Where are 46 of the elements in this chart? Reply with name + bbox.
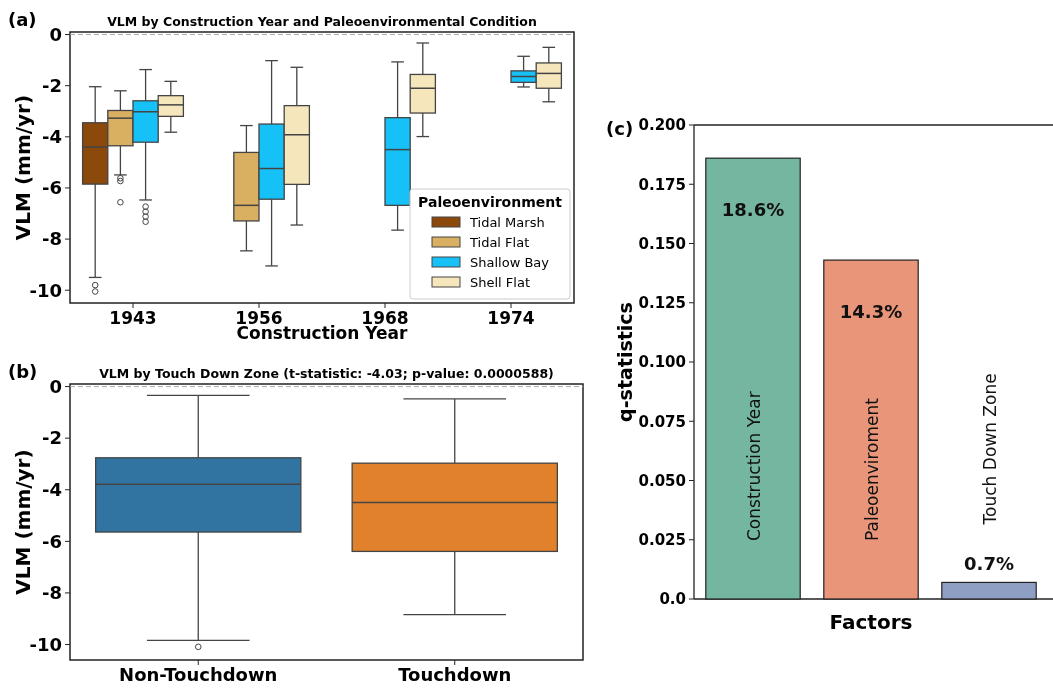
x-tick-label: Touch Down Zone: [980, 373, 1000, 526]
data-label: 14.3%: [839, 301, 903, 323]
y-tick-label: 0.075: [638, 412, 686, 431]
y-tick-label: 0.0: [659, 590, 686, 609]
x-tick-label: Touchdown: [398, 664, 512, 685]
text: (c): [606, 118, 634, 139]
y-tick-label: -4: [42, 126, 62, 148]
y-tick-label: -2: [42, 74, 62, 96]
x-tick-label: Non-Touchdown: [119, 664, 278, 685]
text: (a): [8, 9, 37, 30]
x-tick-label: Paleoenviroment: [862, 397, 882, 541]
y-tick-label: -6: [42, 177, 62, 199]
legend-title: Paleoenvironment: [418, 194, 563, 210]
x-tick-label: 1943: [109, 308, 157, 328]
legend-label: Shell Flat: [470, 275, 530, 290]
y-tick-label: 0.100: [638, 353, 686, 372]
text: (b): [8, 361, 38, 382]
y-tick-label: -2: [42, 427, 62, 449]
legend-label: Shallow Bay: [470, 255, 550, 270]
x-axis-title: Factors: [829, 610, 913, 634]
x-tick-label: Construction Year: [744, 391, 764, 541]
y-tick-label: -10: [29, 633, 62, 655]
y-tick-label: -4: [42, 479, 62, 501]
y-tick-label: -8: [42, 582, 62, 604]
y-tick-label: -8: [42, 228, 62, 250]
y-axis-title: VLM (mm/yr): [11, 94, 35, 241]
y-tick-label: 0.150: [638, 234, 686, 253]
y-tick-label: 0: [49, 23, 62, 45]
y-tick-label: 0.200: [638, 116, 686, 135]
y-tick-label: 0.125: [638, 294, 686, 312]
y-tick-label: -10: [29, 279, 62, 301]
y-tick-label: 0: [49, 375, 62, 397]
y-tick-label: 0.025: [638, 531, 686, 549]
y-axis-title: VLM (mm/yr): [11, 449, 35, 595]
legend-label: Tidal Flat: [469, 235, 530, 250]
y-tick-label: 0.175: [638, 175, 686, 194]
data-label: 0.7%: [964, 553, 1014, 575]
data-label: 18.6%: [721, 199, 785, 221]
chart-title: VLM by Touch Down Zone (t-statistic: -4.03; p-value: 0.0000588): [99, 366, 554, 381]
x-tick-label: 1974: [487, 308, 535, 328]
y-axis-title: q-statistics: [614, 302, 636, 422]
y-tick-label: -6: [42, 530, 62, 552]
y-tick-label: 0.050: [638, 471, 686, 490]
chart-title: VLM by Construction Year and Paleoenvironmental Condition: [107, 14, 537, 29]
legend-label: Tidal Marsh: [469, 215, 545, 230]
x-axis-title: Construction Year: [236, 323, 409, 343]
